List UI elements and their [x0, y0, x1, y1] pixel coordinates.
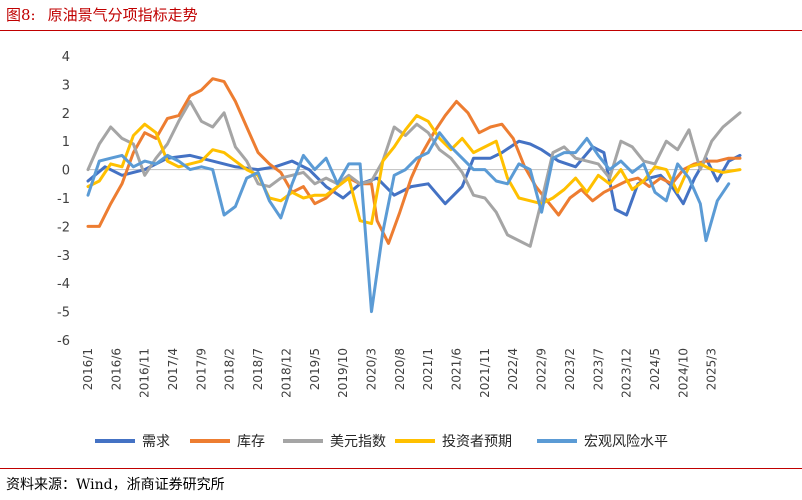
y-tick-label: -5 — [57, 306, 70, 321]
title-divider — [0, 30, 802, 31]
x-tick-label: 2022/4 — [506, 348, 520, 390]
figure-title: 图8: 原油景气分项指标走势 — [6, 4, 198, 25]
legend-label: 库存 — [237, 434, 265, 450]
source-note: 资料来源：Wind，浙商证券研究所 — [6, 477, 225, 493]
x-tick-label: 2016/1 — [81, 348, 95, 390]
legend-label: 需求 — [142, 434, 170, 450]
x-tick-label: 2016/11 — [138, 348, 152, 398]
x-tick-label: 2017/4 — [166, 348, 180, 390]
y-tick-label: 2 — [62, 107, 70, 122]
figure-label: 图8: — [6, 6, 36, 24]
x-tick-label: 2021/1 — [421, 348, 435, 390]
x-tick-label: 2025/3 — [705, 348, 719, 390]
x-tick-label: 2023/12 — [620, 348, 634, 398]
y-axis-ticks: 4 3 2 1 0 -1 -2 -3 -4 -5 -6 — [57, 50, 70, 349]
x-tick-label: 2024/10 — [676, 348, 690, 398]
x-tick-label: 2022/9 — [535, 348, 549, 390]
chart-legend: 需求 库存 美元指数 投资者预期 宏观风险水平 — [95, 434, 668, 450]
source-divider — [0, 468, 802, 469]
series-line-1 — [86, 139, 742, 217]
series-line-3 — [86, 99, 742, 248]
x-axis-ticks: 2016/1 2016/6 2016/11 2017/4 2017/9 2018/2 201… — [81, 348, 719, 398]
x-tick-label: 2021/6 — [450, 348, 464, 390]
x-tick-label: 2024/5 — [648, 348, 662, 390]
x-tick-label: 2017/9 — [194, 348, 208, 390]
x-tick-label: 2018/2 — [223, 348, 237, 390]
x-tick-label: 2016/6 — [109, 348, 123, 390]
x-tick-label: 2018/12 — [279, 348, 293, 398]
series-lines — [86, 77, 742, 314]
legend-label: 美元指数 — [330, 434, 386, 450]
legend-label: 投资者预期 — [442, 434, 512, 450]
x-tick-label: 2018/7 — [251, 348, 265, 390]
x-tick-label: 2021/11 — [478, 348, 492, 398]
series-line-2 — [86, 77, 742, 245]
y-tick-label: 1 — [62, 135, 70, 150]
y-tick-label: -2 — [57, 220, 70, 235]
x-tick-label: 2023/7 — [591, 348, 605, 390]
x-tick-label: 2019/10 — [336, 348, 350, 398]
series-line-4 — [86, 114, 742, 226]
series-line-5 — [86, 131, 731, 314]
y-tick-label: -6 — [57, 334, 70, 349]
legend-label: 宏观风险水平 — [584, 434, 668, 450]
y-tick-label: 3 — [62, 78, 70, 93]
x-tick-label: 2020/3 — [364, 348, 378, 390]
x-tick-label: 2020/8 — [393, 348, 407, 390]
y-tick-label: -3 — [57, 249, 70, 264]
y-tick-label: -4 — [57, 277, 70, 292]
x-tick-label: 2023/2 — [563, 348, 577, 390]
y-tick-label: 4 — [62, 50, 70, 65]
y-tick-label: -1 — [57, 192, 70, 207]
y-tick-label: 0 — [62, 164, 70, 179]
figure-title-text: 原油景气分项指标走势 — [47, 6, 198, 24]
x-tick-label: 2019/5 — [308, 348, 322, 390]
